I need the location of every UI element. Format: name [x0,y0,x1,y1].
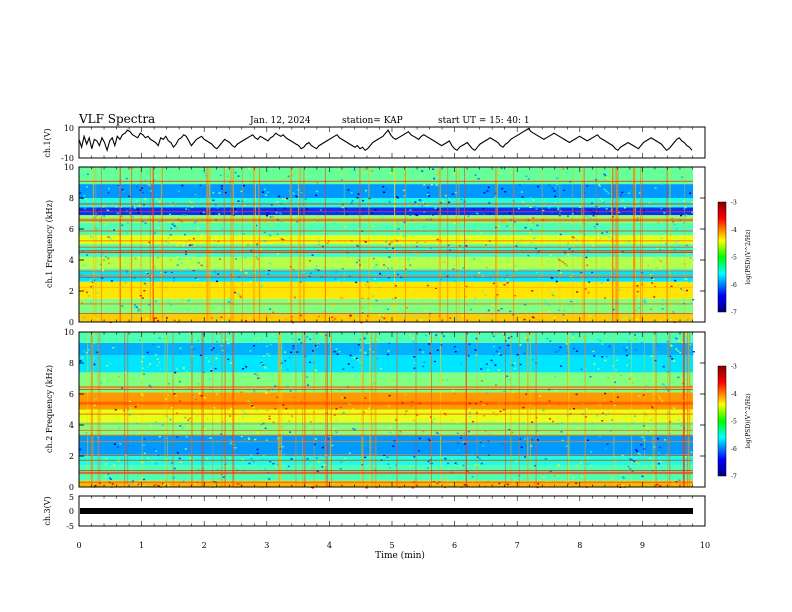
xtick-label: 1 [139,541,144,550]
xtick-label: 4 [327,541,332,550]
spectrogram-band [79,235,693,245]
colorbar-tick-label: -6 [731,282,737,289]
xtick-label: 2 [202,541,207,550]
spectrogram-band [79,198,693,208]
ch3-ytick-mid: 0 [69,507,74,516]
x-axis-ticks: 0 1 2 3 4 5 6 7 8 9 10 [76,541,710,550]
ch3-panel: 5 0 -5 ch.3(V) 0 1 2 3 4 5 6 7 8 9 10 Time (min) [43,493,710,561]
colorbar-tick-label: -5 [731,419,737,426]
spectrogram-band [79,465,693,481]
ch1-spec-yticks: 0 2 4 6 8 10 [64,163,705,327]
ytick-label: 0 [69,318,74,327]
start-time-label: start UT = 15: 40: 1 [438,116,530,126]
spectrogram-band [79,355,693,373]
ytick-label: 6 [69,390,74,399]
ytick-label: 2 [69,287,74,296]
spectrogram-band [79,314,693,323]
colorbar-tick-label: -3 [731,200,737,207]
ch2-spec-ylabel: ch.2 Frequency (kHz) [45,365,54,453]
spectrogram-band [79,480,693,487]
xtick-label: 10 [700,541,710,550]
colorbar-tick-label: -7 [731,310,737,317]
xtick-label: 5 [389,541,394,550]
date-label: Jan. 12, 2024 [249,116,311,126]
ytick-label: 4 [69,421,74,430]
ytick-label: 0 [69,483,74,492]
ch3-ytick-top: 5 [69,493,74,502]
colorbar-tick-label: -4 [731,391,737,398]
ch3-ylabel: ch.3(V) [43,496,52,525]
colorbar-tick-label: -3 [731,364,737,371]
ch1-spec-ylabel: ch.1 Frequency (kHz) [45,200,54,288]
ch1-waveform-panel: 10 -10 ch.1(V) [43,124,706,163]
ch3-trace [80,508,693,514]
xtick-label: 8 [577,541,582,550]
ch2-colorbar-ticks: -3 -4 -5 -6 -7 [731,364,737,481]
spectrogram-band [79,184,693,198]
ch3-ytick-bottom: -5 [66,522,74,531]
figure-title: VLF Spectra [78,112,155,126]
ytick-label: 6 [69,225,74,234]
colorbar-tick-label: -6 [731,446,737,453]
spectrogram-band [79,392,693,410]
xtick-label: 9 [640,541,645,550]
spectrogram-band [79,256,693,270]
ch2-spectrogram-image [79,332,695,489]
ch1-waveform-line [78,127,693,153]
minor-tick-marks [78,127,706,526]
xtick-label: 7 [515,541,520,550]
ytick-label: 10 [64,163,74,172]
ch1-colorbar-ticks: -3 -4 -5 -6 -7 [731,200,737,317]
spectrogram-band [79,167,693,185]
ytick-label: 10 [64,328,74,337]
ch1-colorbar [717,201,727,313]
x-axis-label: Time (min) [375,550,425,561]
xtick-label: 3 [264,541,269,550]
ch1-colorbar-label: log(PSD)(V^2/Hz) [745,229,752,284]
spectrogram-band [79,342,693,356]
spectrogram-band [79,332,693,343]
colorbar-tick-label: -7 [731,474,737,481]
colorbar-tick-label: -5 [731,255,737,262]
ytick-label: 4 [69,256,74,265]
ch2-colorbar-label: log(PSD)(V^2/Hz) [745,393,752,448]
ch1-ytick-top: 10 [64,124,74,133]
ytick-label: 8 [69,194,74,203]
xtick-label: 0 [76,541,81,550]
ch2-colorbar [717,365,727,477]
ytick-label: 8 [69,359,74,368]
ch1-ytick-bottom: -10 [61,154,74,163]
ch2-spec-yticks: 0 2 4 6 8 10 [64,328,705,492]
ytick-label: 2 [69,452,74,461]
station-label: station= KAP [342,116,403,126]
spectrogram-band [79,435,693,456]
ch1-spectrogram-image [79,167,695,324]
colorbar-tick-label: -4 [731,227,737,234]
ch1-ylabel: ch.1(V) [43,128,52,157]
spectrogram-band [79,281,693,299]
xtick-label: 6 [452,541,457,550]
ch1-waveform-trace [78,127,693,153]
